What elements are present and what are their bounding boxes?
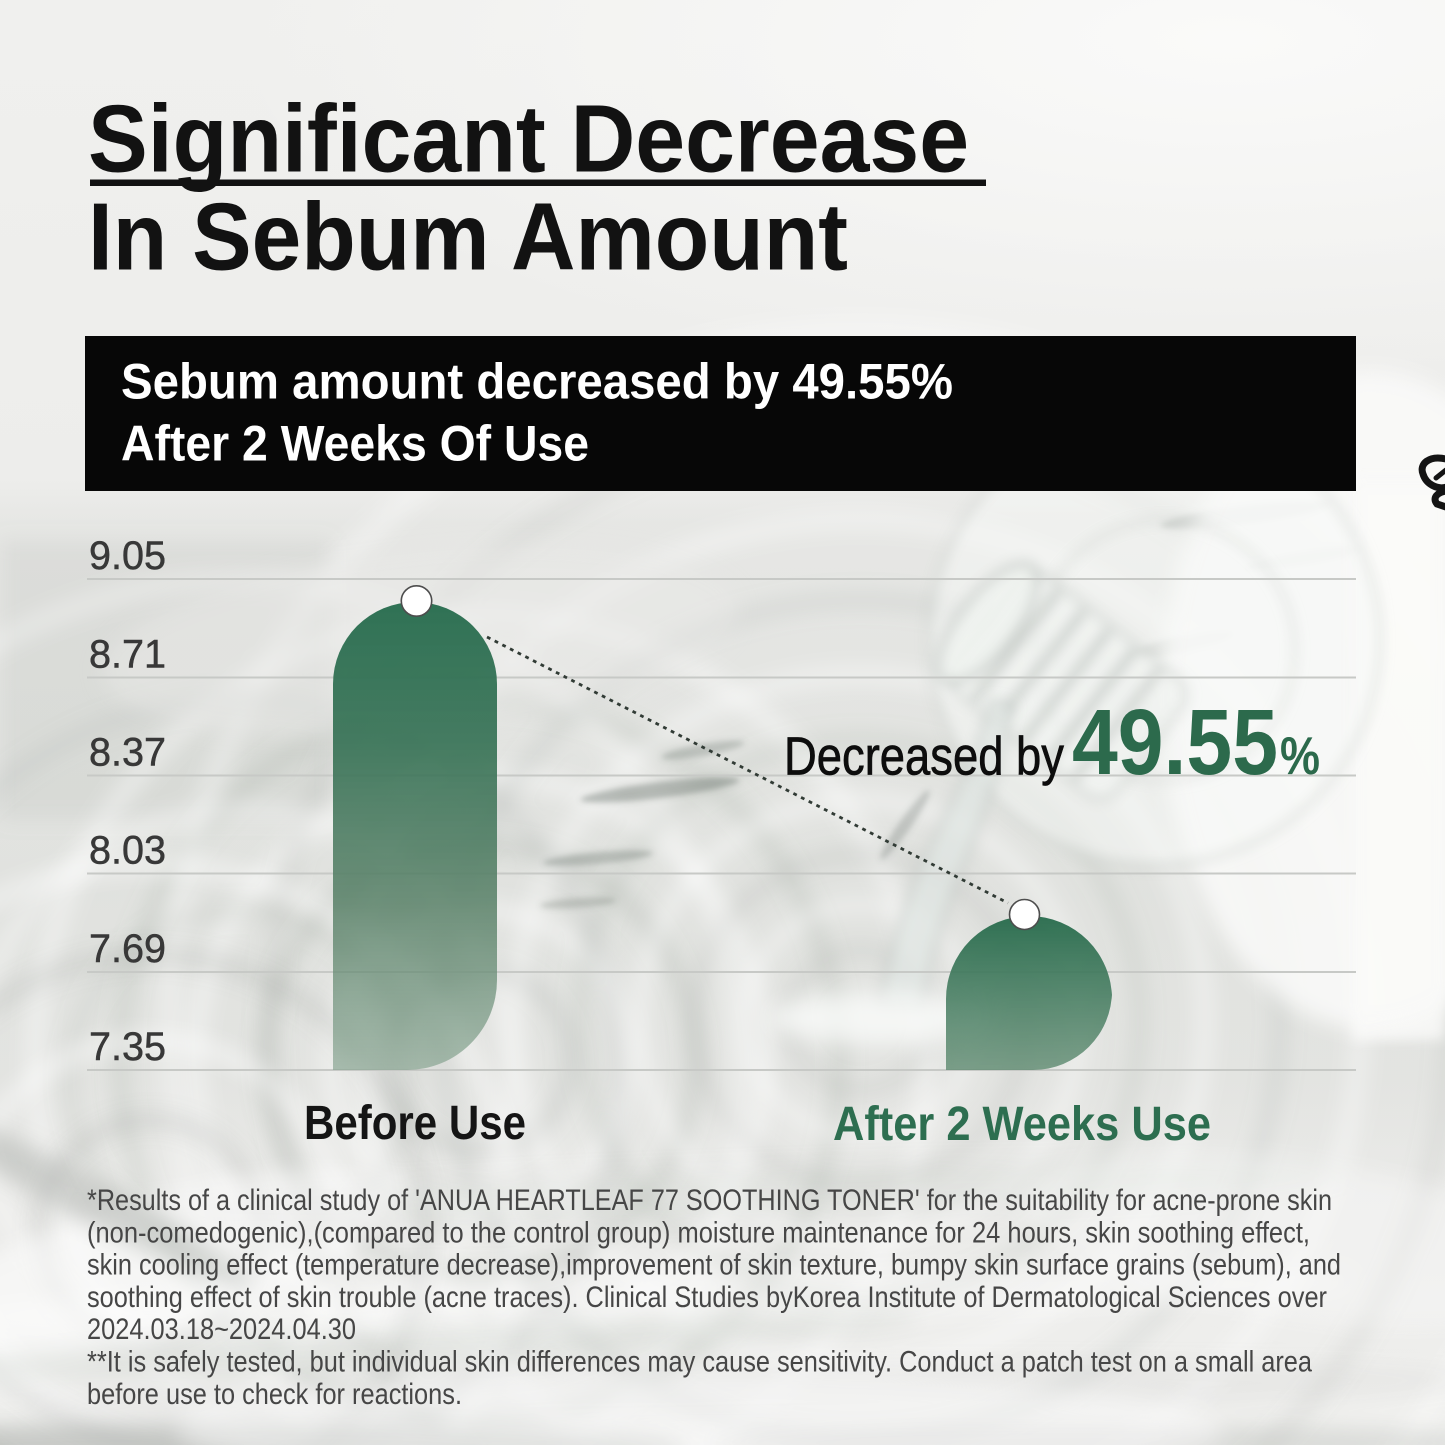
svg-text:In Sebum Amount: In Sebum Amount (88, 184, 848, 291)
svg-text:49.55: 49.55 (1072, 690, 1278, 794)
svg-text:Before Use: Before Use (304, 1097, 526, 1150)
svg-text:Decreased by: Decreased by (784, 727, 1064, 787)
svg-text:**It is safely tested, but ind: **It is safely tested, but individual sk… (87, 1346, 1312, 1379)
svg-text:%: % (1280, 727, 1320, 786)
svg-text:2024.03.18~2024.04.30: 2024.03.18~2024.04.30 (87, 1313, 356, 1346)
svg-text:8.03: 8.03 (89, 829, 166, 873)
svg-text:9.05: 9.05 (89, 534, 166, 578)
svg-text:8.37: 8.37 (89, 731, 166, 775)
svg-text:8.71: 8.71 (89, 633, 166, 677)
svg-text:*Results of a clinical study o: *Results of a clinical study of 'ANUA HE… (87, 1184, 1332, 1217)
svg-text:After 2 Weeks Use: After 2 Weeks Use (833, 1098, 1211, 1151)
svg-text:Sebum amount decreased by 49.5: Sebum amount decreased by 49.55% (121, 354, 953, 410)
svg-text:before use to check for reacti: before use to check for reactions. (87, 1378, 462, 1411)
svg-text:skin cooling effect (temperatu: skin cooling effect (temperature decreas… (87, 1249, 1341, 1282)
svg-text:After 2 Weeks Of Use: After 2 Weeks Of Use (121, 416, 589, 472)
svg-text:Significant Decrease: Significant Decrease (88, 86, 969, 193)
svg-text:7.69: 7.69 (89, 927, 166, 971)
svg-text:soothing effect of skin troubl: soothing effect of skin trouble (acne tr… (87, 1281, 1327, 1314)
svg-text:(non-comedogenic),(compared to: (non-comedogenic),(compared to the contr… (87, 1216, 1310, 1249)
svg-text:7.35: 7.35 (89, 1025, 166, 1069)
